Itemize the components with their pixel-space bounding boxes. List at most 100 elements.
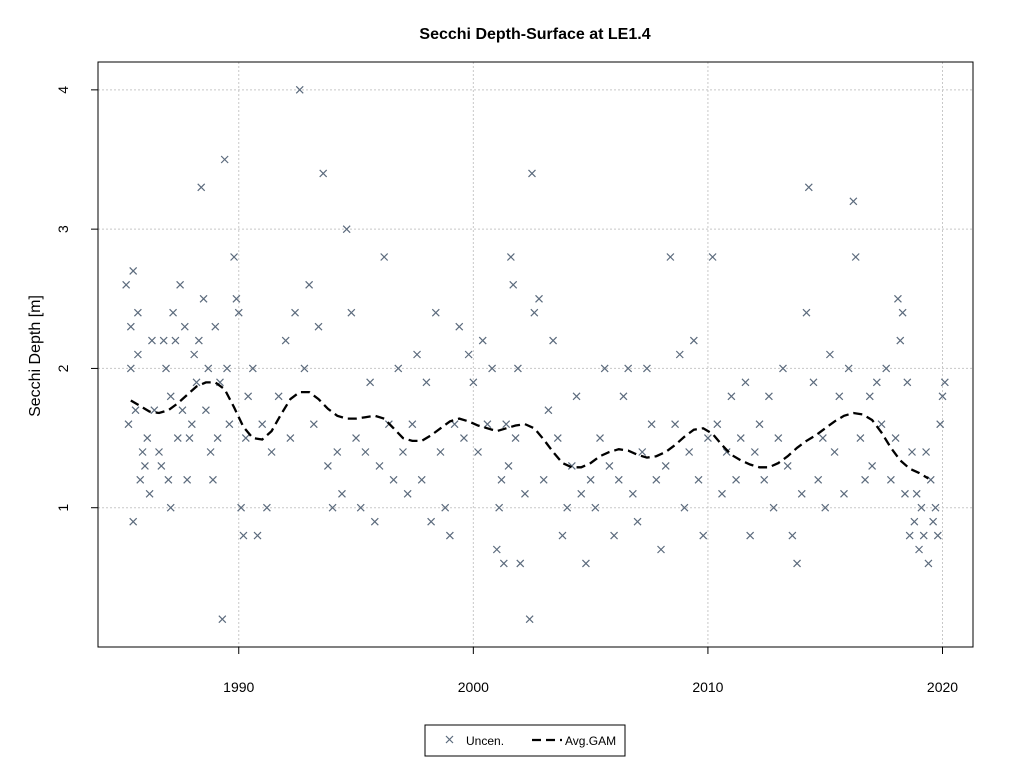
data-point [600,364,609,373]
data-point [478,336,487,345]
data-point [488,364,497,373]
data-point [394,364,403,373]
data-point [774,434,783,442]
data-point [431,308,440,317]
data-point [258,420,267,429]
y-tick-label: 2 [55,364,71,372]
data-point [917,503,926,512]
y-axis: 1 2 3 4 [55,86,98,512]
data-point [218,615,227,624]
data-point [417,475,426,484]
data-point [924,559,933,568]
data-point [596,434,604,442]
data-point [851,253,860,261]
data-point [180,322,189,331]
plot-frame [97,61,974,648]
data-point [877,420,886,429]
legend-box [424,724,626,757]
data-point [652,475,661,484]
data-point [211,322,220,331]
data-point [399,448,407,456]
data-point [788,531,797,540]
data-point [185,434,194,442]
data-point [516,559,525,568]
data-point [422,378,431,387]
legend-label-uncen: Uncen. [466,734,504,748]
data-point [657,545,665,554]
uncensored-points [122,85,949,624]
data-point [804,183,813,192]
data-point [675,350,684,359]
data-point [209,475,217,484]
data-point [239,531,248,540]
data-point [783,462,792,470]
data-point [814,475,823,484]
data-point [366,378,375,387]
data-point [727,392,736,401]
data-point [356,503,365,512]
data-point [274,392,283,401]
data-point [145,489,154,498]
data-point [389,475,398,484]
data-point [328,503,337,512]
data-point [129,517,138,526]
data-point [760,475,769,484]
data-point [262,503,271,512]
data-point [314,322,323,331]
data-point [441,503,450,512]
data-point [605,462,614,470]
data-point [844,364,853,373]
data-point [896,336,905,345]
data-point [497,475,506,484]
data-point [162,364,170,373]
data-point [436,448,445,456]
data-point [910,517,919,526]
data-point [492,545,501,554]
data-point [230,253,238,261]
data-point [938,392,947,401]
data-point [241,434,250,442]
data-point [126,364,135,373]
data-point [919,531,928,540]
data-point [445,531,454,540]
data-point [126,322,135,331]
avg-gam-line [130,381,929,480]
data-point [143,434,152,442]
data-point [868,462,877,470]
data-point [342,225,351,234]
data-point [375,462,384,470]
legend-marker-uncen [445,735,454,744]
data-point [521,489,529,498]
data-point [352,434,360,442]
data-point [495,503,504,512]
data-point [849,197,858,206]
data-point [929,517,938,526]
data-point [194,336,203,345]
data-point [347,308,356,317]
data-point [234,308,243,317]
y-tick-label: 3 [55,225,71,233]
data-point [933,531,942,540]
data-point [539,475,548,484]
data-point [138,448,147,456]
data-point [610,531,619,540]
data-point [563,503,572,512]
data-point [638,448,647,456]
data-point [427,517,436,526]
data-point [413,350,421,359]
data-point [894,294,902,303]
data-point [333,448,342,456]
data-point [694,475,703,484]
data-point [553,434,562,442]
data-point [403,489,412,498]
data-point [872,378,881,387]
data-point [309,420,318,429]
data-point [319,169,328,178]
data-point [821,503,830,512]
data-point [940,378,949,387]
data-point [689,336,698,345]
data-point [464,350,473,359]
data-point [699,531,708,540]
data-point [830,448,839,456]
data-point [591,503,600,512]
